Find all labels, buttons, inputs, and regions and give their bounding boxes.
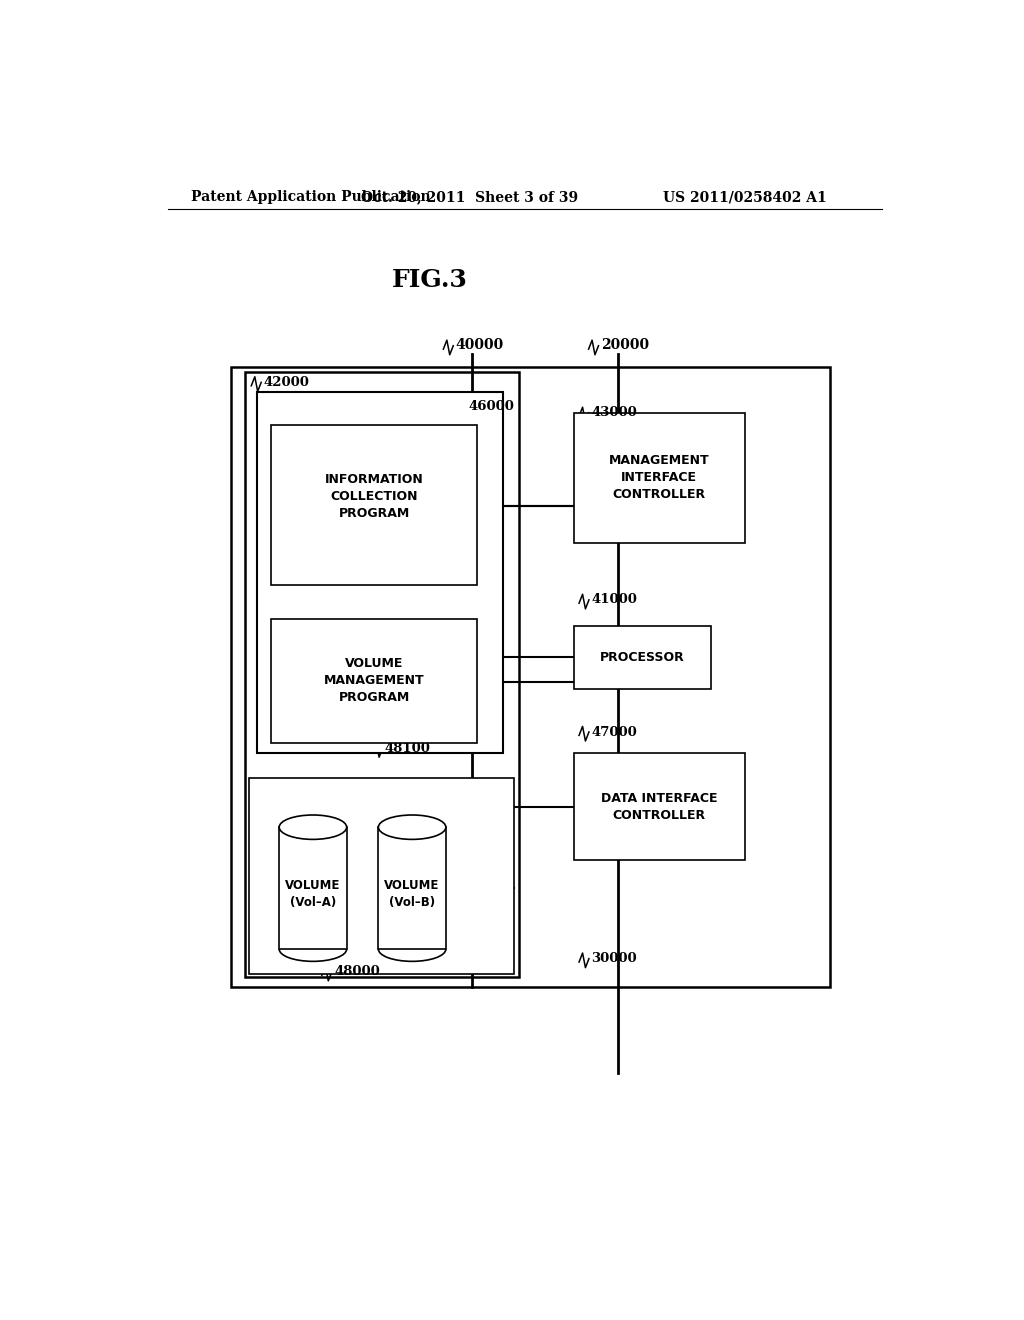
FancyBboxPatch shape	[231, 367, 830, 987]
Text: FIG.3: FIG.3	[391, 268, 468, 292]
Text: 48100: 48100	[385, 742, 431, 755]
FancyBboxPatch shape	[249, 779, 514, 974]
FancyBboxPatch shape	[379, 828, 445, 949]
Text: 42000: 42000	[263, 376, 309, 389]
Text: VOLUME
(Vol–B): VOLUME (Vol–B)	[384, 879, 439, 909]
FancyBboxPatch shape	[270, 619, 477, 743]
FancyBboxPatch shape	[574, 626, 711, 689]
Text: 30000: 30000	[591, 952, 637, 965]
Text: 41000: 41000	[591, 594, 637, 606]
FancyBboxPatch shape	[280, 828, 347, 949]
Text: MANAGEMENT
INTERFACE
CONTROLLER: MANAGEMENT INTERFACE CONTROLLER	[608, 454, 710, 502]
Text: VOLUME
(Vol–A): VOLUME (Vol–A)	[286, 879, 341, 909]
Text: VOLUME
MANAGEMENT
PROGRAM: VOLUME MANAGEMENT PROGRAM	[324, 657, 424, 705]
Text: Oct. 20, 2011  Sheet 3 of 39: Oct. 20, 2011 Sheet 3 of 39	[360, 190, 578, 205]
Text: DATA INTERFACE
CONTROLLER: DATA INTERFACE CONTROLLER	[601, 792, 717, 822]
Text: 42100: 42100	[298, 430, 343, 444]
FancyBboxPatch shape	[246, 372, 519, 977]
Text: 47000: 47000	[591, 726, 637, 739]
FancyBboxPatch shape	[574, 752, 744, 859]
FancyBboxPatch shape	[257, 392, 504, 752]
Ellipse shape	[379, 814, 445, 840]
Text: INFORMATION
COLLECTION
PROGRAM: INFORMATION COLLECTION PROGRAM	[325, 474, 423, 520]
Text: US 2011/0258402 A1: US 2011/0258402 A1	[663, 190, 826, 205]
Ellipse shape	[280, 814, 347, 840]
Text: 42200: 42200	[298, 562, 343, 576]
Text: 48000: 48000	[334, 965, 380, 978]
Text: 46000: 46000	[468, 400, 514, 413]
Text: 20000: 20000	[601, 338, 649, 352]
FancyBboxPatch shape	[270, 425, 477, 585]
Text: 43000: 43000	[591, 407, 637, 420]
FancyBboxPatch shape	[574, 412, 744, 543]
Text: Patent Application Publication: Patent Application Publication	[191, 190, 431, 205]
Text: PROCESSOR: PROCESSOR	[600, 651, 685, 664]
Text: 40000: 40000	[456, 338, 504, 352]
